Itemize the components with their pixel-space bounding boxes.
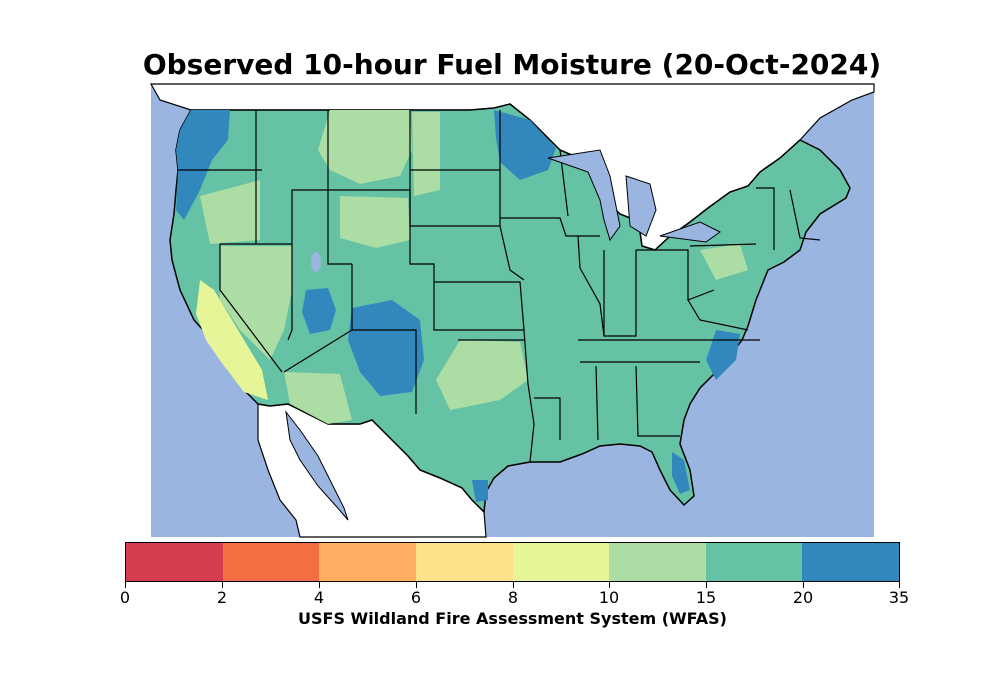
colorbar-label: USFS Wildland Fire Assessment System (WF…: [298, 609, 727, 628]
colorbar-segment-4-6: [319, 543, 416, 581]
moisture-mid-pennsylvania: [700, 244, 748, 280]
tick-mark: [899, 582, 900, 588]
colorbar-segment-0-2: [126, 543, 223, 581]
moisture-mid-nevada: [220, 246, 292, 360]
tick-mark: [609, 582, 610, 588]
moisture-low-california: [196, 280, 268, 400]
tick-mark: [803, 582, 804, 588]
moisture-mid-arizona-south: [284, 372, 352, 424]
tick-label: 6: [410, 588, 422, 607]
state-borders: [178, 110, 821, 463]
tick-mark: [416, 582, 417, 588]
moisture-high-florida: [672, 452, 690, 494]
colorbar-segment-20-35: [802, 543, 899, 581]
moisture-high-washington: [176, 110, 230, 220]
moisture-high-texascoast: [472, 480, 488, 502]
lake-salt: [311, 252, 321, 272]
moisture-high-minnesota: [494, 110, 556, 180]
moisture-mid-oklahoma: [436, 340, 528, 410]
moisture-high-carolina: [706, 330, 740, 380]
tick-label: 0: [119, 588, 131, 607]
tick-label: 35: [888, 588, 910, 607]
tick-label: 10: [598, 588, 620, 607]
colorbar-segment-10-15: [609, 543, 706, 581]
colorbar-segment-2-4: [222, 543, 320, 581]
colorbar-segment-6-8: [415, 543, 513, 581]
colorbar-ticks: 0 2 4 6 8 10 15 20 35: [120, 582, 909, 608]
tick-mark: [125, 582, 126, 588]
moisture-high-arizona: [302, 288, 336, 334]
fuel-moisture-map: [149, 83, 875, 538]
tick-mark: [513, 582, 514, 588]
moisture-high-newmexico: [348, 300, 424, 396]
tick-label: 20: [792, 588, 814, 607]
colorbar: [125, 542, 900, 582]
moisture-mid-wyoming: [340, 196, 410, 248]
colorbar-segment-15-20: [705, 543, 803, 581]
tick-label: 2: [216, 588, 228, 607]
tick-label: 15: [695, 588, 717, 607]
tick-mark: [319, 582, 320, 588]
map-title: Observed 10-hour Fuel Moisture (20-Oct-2…: [142, 48, 882, 81]
gulf-of-california: [285, 410, 349, 521]
tick-mark: [706, 582, 707, 588]
tick-label: 4: [313, 588, 325, 607]
colorbar-segment-8-10: [512, 543, 610, 581]
tick-mark: [222, 582, 223, 588]
great-lakes: [547, 149, 721, 243]
moisture-mid-oregon: [200, 180, 260, 244]
moisture-mid-dakotas: [412, 112, 440, 196]
tick-label: 8: [507, 588, 519, 607]
moisture-mid-montana: [318, 110, 412, 184]
